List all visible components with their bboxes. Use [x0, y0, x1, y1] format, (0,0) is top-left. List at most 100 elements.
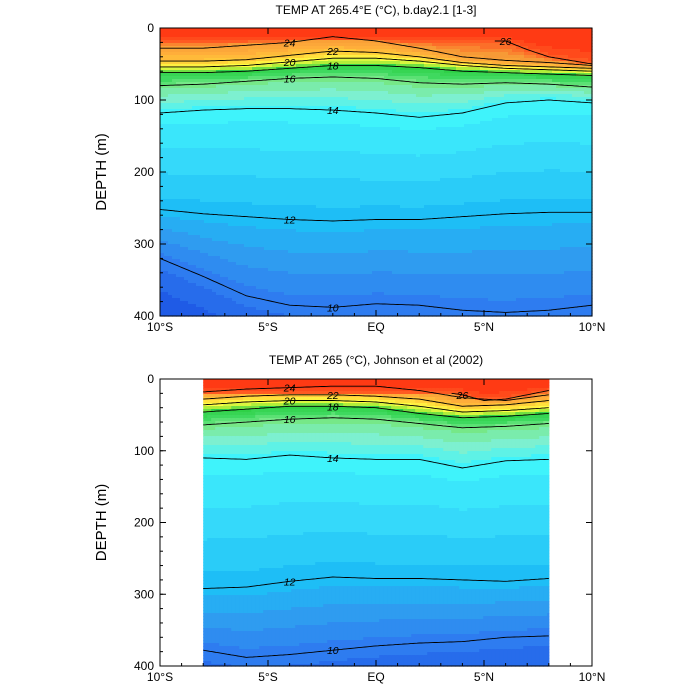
temperature-cell	[168, 52, 173, 56]
temperature-cell	[160, 124, 165, 128]
temperature-cell	[176, 100, 181, 104]
temperature-cell	[160, 301, 165, 305]
temperature-cell	[160, 34, 165, 38]
temperature-cell	[160, 289, 165, 293]
temperature-cell	[200, 52, 205, 56]
temperature-cell	[200, 115, 205, 119]
temperature-fill	[160, 28, 593, 317]
temperature-cell	[208, 310, 213, 314]
temperature-cell	[164, 178, 169, 182]
temperature-cell	[160, 118, 165, 122]
temperature-cell	[200, 118, 205, 122]
temperature-cell	[160, 37, 165, 41]
temperature-cell	[184, 49, 189, 53]
temperature-cell	[184, 130, 189, 134]
temperature-cell	[176, 37, 181, 41]
temperature-cell	[172, 100, 177, 104]
temperature-cell	[184, 124, 189, 128]
temperature-cell	[208, 61, 213, 65]
temperature-cell	[212, 76, 217, 80]
temperature-cell	[196, 79, 201, 83]
temperature-cell	[176, 205, 181, 209]
temperature-cell	[160, 40, 165, 44]
temperature-cell	[176, 94, 181, 98]
temperature-cell	[196, 112, 201, 116]
temperature-cell	[160, 220, 165, 224]
temperature-cell	[188, 295, 193, 299]
temperature-cell	[188, 136, 193, 140]
temperature-cell	[180, 172, 185, 176]
temperature-cell	[160, 154, 165, 158]
temperature-cell	[212, 166, 217, 170]
temperature-cell	[212, 100, 217, 104]
temperature-cell	[196, 37, 201, 41]
temperature-cell	[184, 154, 189, 158]
temperature-cell	[208, 289, 213, 293]
temperature-cell	[168, 307, 173, 311]
temperature-cell	[196, 175, 201, 179]
temperature-cell	[168, 40, 173, 44]
temperature-cell	[180, 88, 185, 92]
temperature-cell	[208, 205, 213, 209]
temperature-cell	[168, 148, 173, 152]
temperature-cell	[192, 166, 197, 170]
temperature-cell	[172, 85, 177, 89]
temperature-cell	[184, 295, 189, 299]
temperature-cell	[180, 61, 185, 65]
temperature-cell	[180, 190, 185, 194]
temperature-cell	[160, 253, 165, 257]
temperature-cell	[160, 202, 165, 206]
temperature-cell	[196, 103, 201, 107]
temperature-cell	[164, 187, 169, 191]
temperature-cell	[180, 229, 185, 233]
temperature-cell	[196, 157, 201, 161]
temperature-cell	[208, 217, 213, 221]
temperature-cell	[212, 31, 217, 35]
temperature-cell	[172, 250, 177, 254]
temperature-cell	[168, 274, 173, 278]
temperature-cell	[168, 295, 173, 299]
temperature-cell	[204, 307, 209, 311]
temperature-cell	[204, 154, 209, 158]
temperature-cell	[192, 274, 197, 278]
temperature-cell	[160, 145, 165, 149]
temperature-cell	[188, 43, 193, 47]
temperature-cell	[160, 94, 165, 98]
temperature-cell	[208, 229, 213, 233]
temperature-cell	[188, 97, 193, 101]
temperature-cell	[196, 286, 201, 290]
temperature-cell	[168, 313, 173, 317]
temperature-cell	[196, 97, 201, 101]
temperature-cell	[196, 133, 201, 137]
temperature-cell	[172, 199, 177, 203]
temperature-cell	[208, 73, 213, 77]
temperature-cell	[160, 304, 165, 308]
temperature-cell	[192, 226, 197, 230]
temperature-cell	[168, 133, 173, 137]
temperature-cell	[164, 253, 169, 257]
temperature-cell	[172, 133, 177, 137]
temperature-cell	[188, 115, 193, 119]
temperature-cell	[212, 157, 217, 161]
temperature-cell	[184, 40, 189, 44]
temperature-cell	[176, 151, 181, 155]
temperature-cell	[176, 226, 181, 230]
temperature-cell	[172, 139, 177, 143]
temperature-cell	[168, 196, 173, 200]
temperature-cell	[212, 55, 217, 59]
temperature-cell	[164, 79, 169, 83]
temperature-cell	[200, 229, 205, 233]
temperature-cell	[200, 217, 205, 221]
temperature-cell	[160, 115, 165, 119]
temperature-cell	[188, 313, 193, 317]
temperature-cell	[196, 91, 201, 95]
temperature-cell	[180, 127, 185, 131]
temperature-cell	[184, 178, 189, 182]
temperature-cell	[164, 73, 169, 77]
temperature-cell	[160, 109, 165, 113]
temperature-cell	[172, 88, 177, 92]
temperature-cell	[168, 103, 173, 107]
temperature-cell	[188, 229, 193, 233]
temperature-cell	[188, 163, 193, 167]
temperature-cell	[204, 142, 209, 146]
